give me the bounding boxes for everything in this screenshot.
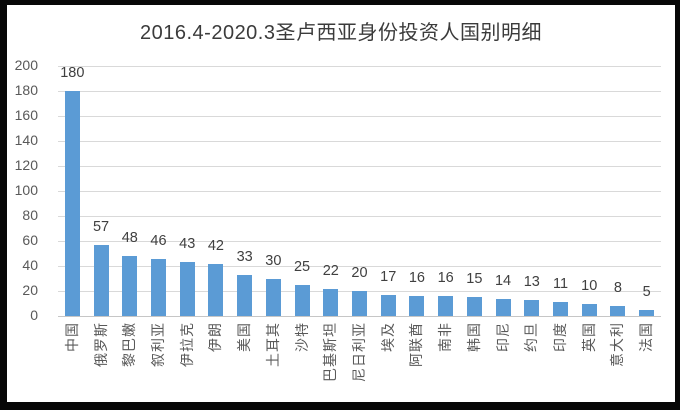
- gridline: [58, 91, 661, 92]
- bar: [438, 296, 454, 316]
- x-axis-label: 土耳其: [264, 322, 281, 367]
- bar: [409, 296, 425, 316]
- gridline: [58, 266, 661, 267]
- x-axis-label: 韩国: [465, 322, 482, 352]
- bar-value-label: 43: [179, 236, 196, 253]
- y-axis-tick: 180: [14, 82, 38, 98]
- bar-value-label: 25: [293, 258, 311, 275]
- bar: [610, 306, 626, 316]
- gridline: [58, 141, 661, 142]
- bar-value-label: 11: [552, 276, 569, 293]
- bar-value-label: 42: [207, 237, 224, 254]
- bar: [581, 303, 597, 316]
- bar: [208, 263, 224, 316]
- bar: [93, 244, 109, 316]
- bar-value-label: 30: [265, 252, 282, 269]
- x-axis-label: 中国: [63, 322, 80, 352]
- bar-value-label: 20: [351, 265, 368, 281]
- bar: [294, 284, 310, 316]
- bar: [179, 262, 195, 316]
- bar-value-label: 8: [613, 280, 622, 296]
- bar: [64, 91, 80, 316]
- x-axis-label: 尼日利亚: [351, 322, 367, 382]
- bar: [122, 256, 138, 316]
- bar-value-label: 14: [494, 272, 512, 289]
- x-axis-label: 南非: [437, 322, 454, 352]
- x-axis-label: 沙特: [293, 322, 310, 352]
- bar-value-label: 13: [523, 273, 540, 290]
- gridline: [58, 316, 661, 317]
- bar-value-label: 16: [437, 270, 454, 286]
- bar: [639, 309, 655, 316]
- y-axis-tick: 160: [14, 107, 38, 123]
- bar-value-label: 22: [322, 262, 339, 279]
- gridline: [58, 241, 661, 242]
- x-axis-label: 意大利: [609, 322, 626, 367]
- chart-title: 2016.4-2020.3圣卢西亚身份投资人国别明细: [139, 22, 542, 44]
- bar-value-label: 33: [236, 248, 253, 265]
- bar: [352, 291, 367, 316]
- x-axis-label: 约旦: [523, 322, 540, 352]
- bar: [151, 258, 166, 316]
- bar-value-label: 46: [150, 232, 167, 249]
- y-axis-tick: 20: [22, 282, 38, 298]
- bar: [553, 302, 568, 316]
- bar: [237, 274, 253, 316]
- x-axis-label: 伊拉克: [178, 322, 195, 367]
- bar-value-label: 48: [121, 230, 138, 246]
- gridline: [58, 116, 661, 117]
- bar: [495, 298, 511, 316]
- bar-value-label: 17: [380, 268, 397, 285]
- y-axis-tick: 100: [14, 182, 38, 198]
- bar: [323, 288, 339, 316]
- x-axis-label: 巴基斯坦: [322, 322, 339, 382]
- y-axis-tick: 60: [22, 232, 38, 248]
- gridline: [58, 166, 661, 167]
- bar-value-label: 15: [466, 271, 483, 288]
- y-axis-tick: 80: [22, 207, 38, 223]
- bar-value-label: 180: [60, 65, 85, 81]
- bar-value-label: 5: [642, 283, 651, 300]
- x-axis-label: 美国: [236, 322, 253, 352]
- y-axis-tick: 40: [22, 257, 38, 273]
- x-axis-label: 印度: [552, 322, 568, 352]
- bar: [265, 278, 281, 316]
- x-axis-label: 叙利亚: [150, 322, 166, 367]
- y-axis-tick: 200: [14, 57, 38, 73]
- y-axis-tick: 120: [14, 157, 38, 173]
- x-axis-label: 法国: [638, 322, 655, 352]
- bar: [466, 297, 482, 316]
- gridline: [58, 216, 661, 217]
- x-axis-label: 阿联酋: [408, 322, 425, 367]
- x-axis-label: 俄罗斯: [92, 322, 109, 367]
- x-axis-label: 伊朗: [207, 322, 224, 352]
- bar-value-label: 16: [408, 270, 425, 286]
- bar-value-label: 57: [92, 218, 110, 235]
- x-axis-label: 埃及: [379, 322, 396, 352]
- bar-value-label: 10: [581, 277, 598, 294]
- bar: [380, 294, 396, 316]
- x-axis-label: 黎巴嫩: [121, 322, 138, 367]
- gridline: [58, 66, 661, 67]
- x-axis-label: 英国: [580, 322, 597, 352]
- y-axis-tick: 0: [30, 307, 38, 323]
- y-axis-tick: 140: [14, 132, 38, 148]
- gridline: [58, 191, 661, 192]
- bar: [524, 299, 540, 316]
- x-axis-label: 印尼: [494, 322, 511, 352]
